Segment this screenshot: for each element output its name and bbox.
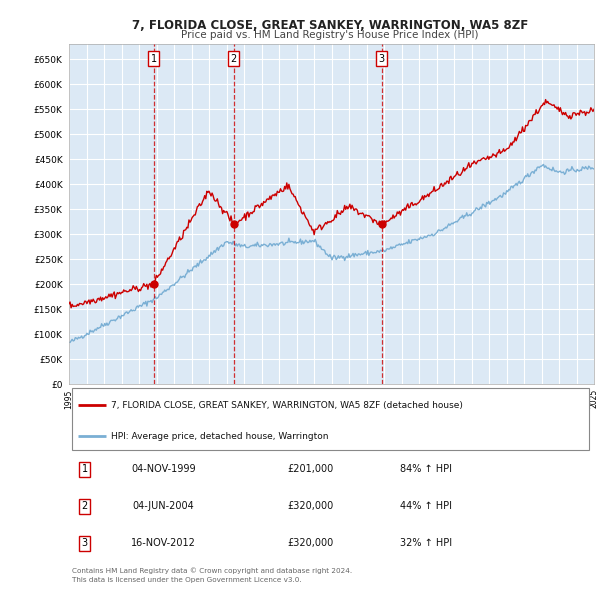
Text: 3: 3 — [82, 538, 88, 548]
Text: 84% ↑ HPI: 84% ↑ HPI — [400, 464, 452, 474]
Text: 1: 1 — [82, 464, 88, 474]
Text: £320,000: £320,000 — [287, 501, 334, 511]
FancyBboxPatch shape — [71, 388, 589, 450]
Text: Price paid vs. HM Land Registry's House Price Index (HPI): Price paid vs. HM Land Registry's House … — [181, 31, 479, 40]
Text: HPI: Average price, detached house, Warrington: HPI: Average price, detached house, Warr… — [111, 432, 329, 441]
Text: 1: 1 — [151, 54, 157, 64]
Text: 04-JUN-2004: 04-JUN-2004 — [133, 501, 194, 511]
Text: 7, FLORIDA CLOSE, GREAT SANKEY, WARRINGTON, WA5 8ZF (detached house): 7, FLORIDA CLOSE, GREAT SANKEY, WARRINGT… — [111, 401, 463, 410]
Text: 3: 3 — [379, 54, 385, 64]
Text: 7, FLORIDA CLOSE, GREAT SANKEY, WARRINGTON, WA5 8ZF: 7, FLORIDA CLOSE, GREAT SANKEY, WARRINGT… — [132, 19, 528, 32]
Text: This data is licensed under the Open Government Licence v3.0.: This data is licensed under the Open Gov… — [71, 577, 301, 583]
Text: Contains HM Land Registry data © Crown copyright and database right 2024.: Contains HM Land Registry data © Crown c… — [71, 568, 352, 575]
Text: 2: 2 — [82, 501, 88, 511]
Text: 16-NOV-2012: 16-NOV-2012 — [131, 538, 196, 548]
Text: £201,000: £201,000 — [287, 464, 334, 474]
Text: 2: 2 — [231, 54, 237, 64]
Text: 04-NOV-1999: 04-NOV-1999 — [131, 464, 196, 474]
Text: 32% ↑ HPI: 32% ↑ HPI — [400, 538, 452, 548]
Text: 44% ↑ HPI: 44% ↑ HPI — [400, 501, 452, 511]
Text: £320,000: £320,000 — [287, 538, 334, 548]
